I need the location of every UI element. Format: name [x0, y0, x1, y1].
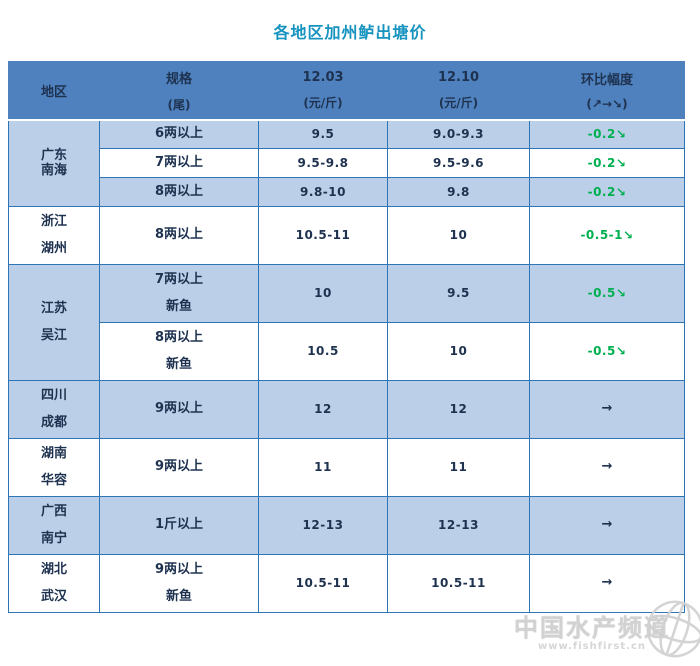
- price-1210-cell: 10: [387, 322, 530, 381]
- spec-cell: 9两以上 新鱼: [99, 554, 259, 613]
- spec-cell: 7两以上 新鱼: [99, 264, 259, 323]
- region-cell-hubei-wuhan: 湖北 武汉: [8, 554, 100, 613]
- watermark-brand: 中国水产频道: [514, 613, 670, 642]
- col-header-date2-label: 12.10: [437, 69, 480, 85]
- price-1210-cell: 9.5-9.6: [387, 148, 530, 178]
- table-row: 江苏 吴江 7两以上 新鱼 10 9.5 -0.5↘: [8, 264, 685, 381]
- change-cell: -0.2↘: [529, 119, 685, 149]
- table-row: 广西 南宁 1斤以上 12-13 12-13 →: [8, 496, 685, 555]
- price-table: 地区 规格 (尾) 12.03 (元/斤) 12.10 (元/斤): [8, 61, 685, 613]
- change-cell: →: [529, 496, 685, 555]
- price-1210-cell: 11: [387, 438, 530, 497]
- price-1210-cell: 9.8: [387, 177, 530, 207]
- col-header-change: 环比幅度 (↗→↘): [529, 61, 685, 121]
- spec-cell: 9两以上: [99, 438, 259, 497]
- change-cell: -0.2↘: [529, 177, 685, 207]
- price-1203-cell: 10.5-11: [258, 206, 388, 265]
- header-row: 地区 规格 (尾) 12.03 (元/斤) 12.10 (元/斤): [8, 61, 685, 121]
- change-cell: →: [529, 438, 685, 497]
- col-header-date2-unit: (元/斤): [438, 95, 479, 110]
- price-1203-cell: 12: [258, 380, 388, 439]
- region-cell-guangdong-nanhai: 广东 南海: [8, 119, 100, 207]
- table-row: 湖南 华容 9两以上 11 11 →: [8, 438, 685, 497]
- price-1203-cell: 9.8-10: [258, 177, 388, 207]
- watermark-text: 中国水产频道 www.fishfirst.cn: [514, 608, 670, 652]
- spec-cell: 1斤以上: [99, 496, 259, 555]
- change-cell: -0.5↘: [529, 322, 685, 381]
- price-1203-cell: 10: [258, 264, 388, 323]
- table-row: 四川 成都 9两以上 12 12 →: [8, 380, 685, 439]
- col-header-date2: 12.10 (元/斤): [387, 61, 530, 121]
- change-cell: →: [529, 554, 685, 613]
- col-header-spec-label: 规格: [165, 71, 192, 87]
- price-1210-cell: 12: [387, 380, 530, 439]
- col-header-region: 地区: [8, 61, 100, 121]
- change-cell: →: [529, 380, 685, 439]
- table-row: 7两以上 9.5-9.8 9.5-9.6 -0.2↘: [9, 148, 685, 178]
- col-header-spec: 规格 (尾): [99, 61, 259, 121]
- price-1203-cell: 12-13: [258, 496, 388, 555]
- price-1203-cell: 10.5-11: [258, 554, 388, 613]
- price-1210-cell: 9.5: [387, 264, 530, 323]
- region-cell-zhejiang-huzhou: 浙江 湖州: [8, 206, 100, 265]
- table-row: 浙江 湖州 8两以上 10.5-11 10 -0.5-1↘: [8, 206, 685, 265]
- col-header-change-label: 环比幅度: [580, 73, 633, 89]
- price-1210-cell: 12-13: [387, 496, 530, 555]
- table-row: 湖北 武汉 9两以上 新鱼 10.5-11 10.5-11 →: [8, 554, 685, 613]
- table-row: 广东 南海 6两以上 9.5 9.0-9.3 -0.2↘: [8, 119, 685, 207]
- region-cell-jiangsu-wujiang: 江苏 吴江: [8, 264, 100, 381]
- spec-cell: 8两以上 新鱼: [99, 322, 259, 381]
- table-row: 8两以上 9.8-10 9.8 -0.2↘: [9, 177, 685, 207]
- price-1203-cell: 10.5: [258, 322, 388, 381]
- col-header-spec-unit: (尾): [167, 97, 191, 112]
- region-cell-guangxi-nanning: 广西 南宁: [8, 496, 100, 555]
- price-1203-cell: 11: [258, 438, 388, 497]
- spec-cell: 6两以上: [99, 119, 259, 149]
- col-header-date1-unit: (元/斤): [303, 95, 343, 110]
- price-1210-cell: 9.0-9.3: [387, 119, 530, 149]
- col-header-date1: 12.03 (元/斤): [258, 61, 388, 121]
- region-cell-sichuan-chengdu: 四川 成都: [8, 380, 100, 439]
- spec-cell: 9两以上: [99, 380, 259, 439]
- spec-cell: 8两以上: [99, 206, 259, 265]
- change-cell: -0.5-1↘: [529, 206, 685, 265]
- table-row: 8两以上 新鱼 10.5 10 -0.5↘: [9, 322, 685, 381]
- change-cell: -0.5↘: [529, 264, 685, 323]
- region-cell-hunan-huarong: 湖南 华容: [8, 438, 100, 497]
- page-title: 各地区加州鲈出塘价: [273, 23, 427, 42]
- price-1203-cell: 9.5: [258, 119, 388, 149]
- col-header-change-arrows: (↗→↘): [586, 97, 628, 112]
- col-header-region-label: 地区: [40, 84, 67, 100]
- price-1210-cell: 10.5-11: [387, 554, 530, 613]
- price-1210-cell: 10: [387, 206, 530, 265]
- spec-cell: 8两以上: [99, 177, 259, 207]
- col-header-date1-label: 12.03: [302, 69, 344, 85]
- price-1203-cell: 9.5-9.8: [258, 148, 388, 178]
- spec-cell: 7两以上: [99, 148, 259, 178]
- change-cell: -0.2↘: [529, 148, 685, 178]
